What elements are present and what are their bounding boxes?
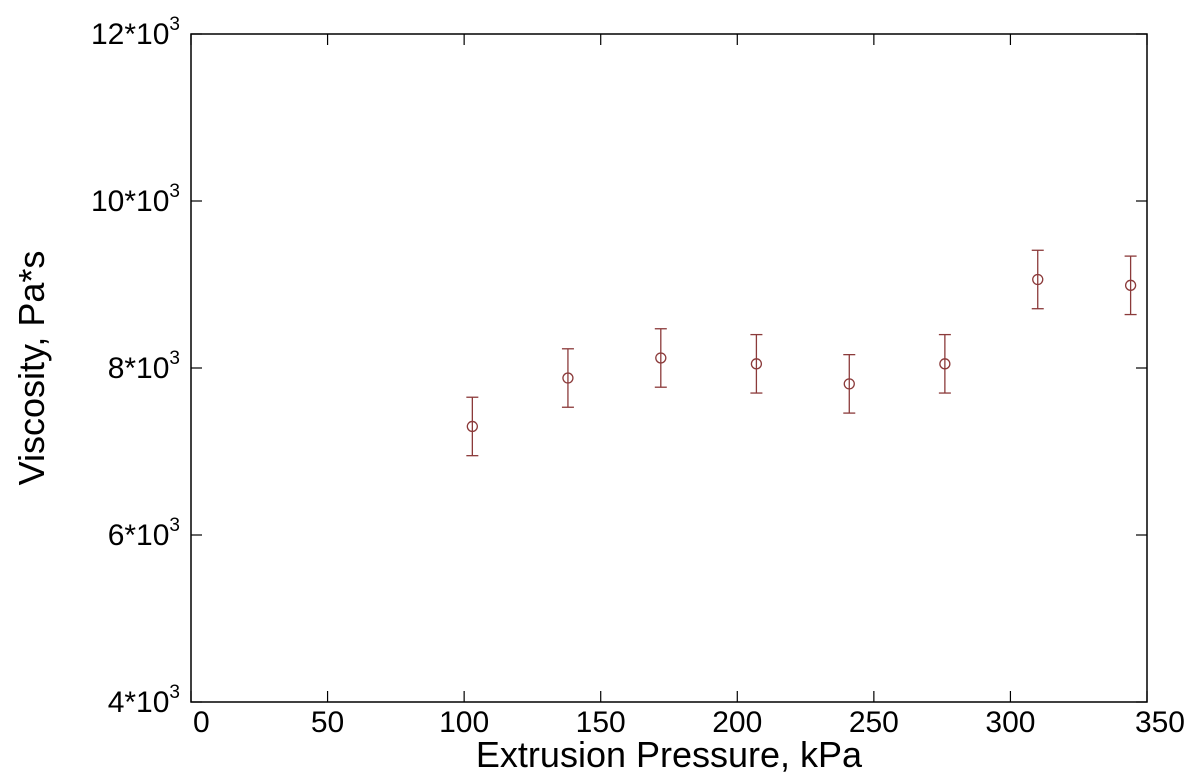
x-tick-label: 200 <box>712 706 762 739</box>
data-point <box>1124 255 1137 316</box>
x-tick-label: 250 <box>849 706 899 739</box>
point-marker <box>1032 273 1044 286</box>
data-point <box>1031 249 1044 310</box>
y-tick-label: 8*103 <box>108 348 180 385</box>
point-marker <box>750 358 763 370</box>
y-tick-label: 12*103 <box>91 14 180 51</box>
data-points <box>466 249 1137 457</box>
data-point <box>843 353 856 414</box>
plot-frame <box>190 33 1148 703</box>
data-point <box>750 333 763 394</box>
point-marker <box>655 352 667 364</box>
point-marker <box>843 378 855 390</box>
x-axis-ticks: 0 50 100 150 200 250 300 350 <box>190 34 1185 739</box>
x-tick-label: 150 <box>576 706 626 739</box>
x-tick-label: 100 <box>439 706 489 739</box>
x-axis-label: Extrusion Pressure, kPa <box>476 734 863 774</box>
y-tick-label: 10*103 <box>91 181 180 218</box>
y-tick-label: 6*103 <box>108 515 180 552</box>
y-tick-label: 4*103 <box>108 682 180 719</box>
data-point <box>466 396 479 457</box>
x-tick-label: 50 <box>311 706 344 739</box>
data-point <box>654 328 667 388</box>
point-marker <box>466 420 478 433</box>
point-marker <box>562 372 574 384</box>
x-tick-label: 0 <box>193 706 210 739</box>
data-point <box>561 348 574 408</box>
x-tick-label: 350 <box>1135 706 1185 739</box>
data-point <box>938 333 951 394</box>
point-marker <box>1124 279 1137 291</box>
point-marker <box>939 358 951 370</box>
y-axis-ticks: 4*103 6*103 8*103 10*103 12*103 <box>91 14 1147 719</box>
y-axis-label: Viscosity, Pa*s <box>11 251 52 486</box>
x-tick-label: 300 <box>985 706 1035 739</box>
